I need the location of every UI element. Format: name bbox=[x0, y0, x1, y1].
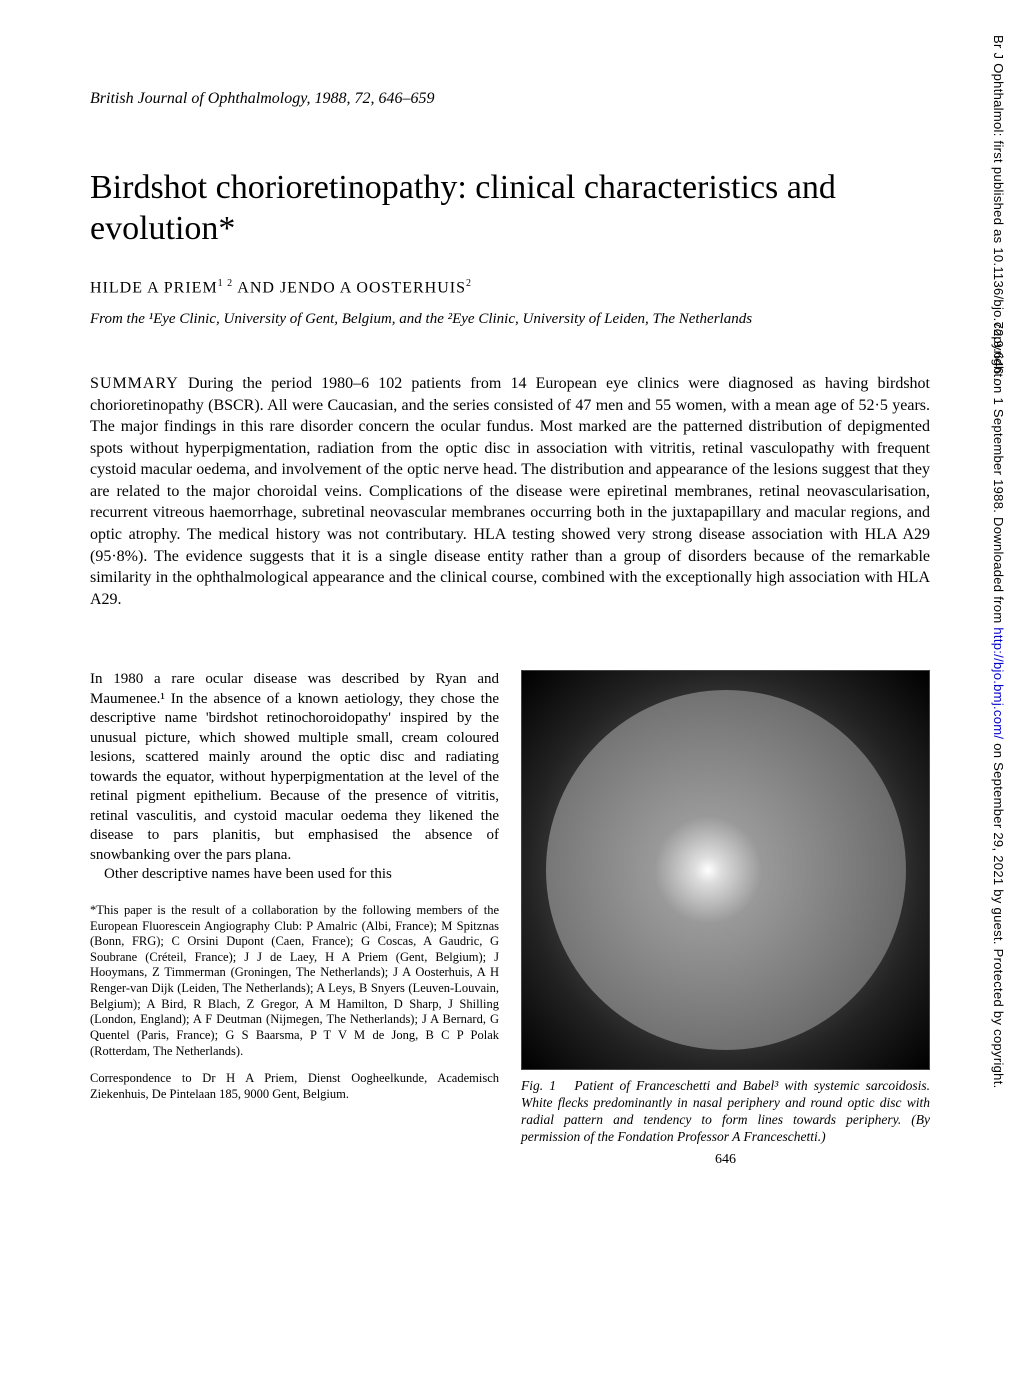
copyright-sidebar: Br J Ophthalmol: first published as 10.1… bbox=[986, 35, 1006, 1365]
body-paragraph-2: Other descriptive names have been used f… bbox=[90, 865, 499, 885]
affiliations: From the ¹Eye Clinic, University of Gent… bbox=[90, 311, 930, 328]
author-1-affil: 1 2 bbox=[218, 278, 234, 289]
authors-and: AND bbox=[233, 279, 280, 296]
figure-label: Fig. 1 bbox=[521, 1078, 556, 1093]
figure-caption-text: Patient of Franceschetti and Babel³ with… bbox=[521, 1078, 930, 1144]
author-2-affil: 2 bbox=[466, 278, 472, 289]
summary-label: SUMMARY bbox=[90, 375, 179, 392]
right-column: Fig. 1 Patient of Franceschetti and Babe… bbox=[521, 670, 930, 1168]
left-column: In 1980 a rare ocular disease was descri… bbox=[90, 670, 499, 1168]
author-2: JENDO A OOSTERHUIS bbox=[280, 279, 466, 296]
authors: HILDE A PRIEM1 2 AND JENDO A OOSTERHUIS2 bbox=[90, 278, 930, 297]
page-number: 646 bbox=[521, 1152, 930, 1168]
summary-text: During the period 1980–6 102 patients fr… bbox=[90, 375, 930, 608]
copyright-word: copyright. bbox=[991, 322, 1006, 381]
sidebar-link[interactable]: http://bjo.bmj.com/ bbox=[991, 627, 1006, 739]
sidebar-suffix: on September 29, 2021 by guest. Protecte… bbox=[991, 739, 1006, 1088]
journal-reference: British Journal of Ophthalmology, 1988, … bbox=[90, 90, 930, 108]
body-paragraph-1: In 1980 a rare ocular disease was descri… bbox=[90, 670, 499, 865]
summary: SUMMARY During the period 1980–6 102 pat… bbox=[90, 373, 930, 611]
collaboration-footnote: *This paper is the result of a collabora… bbox=[90, 903, 499, 1059]
correspondence: Correspondence to Dr H A Priem, Dienst O… bbox=[90, 1071, 499, 1102]
article-title: Birdshot chorioretinopathy: clinical cha… bbox=[90, 168, 930, 250]
fundus-photo-placeholder bbox=[546, 690, 906, 1050]
figure-1-image bbox=[521, 670, 930, 1070]
figure-1-caption: Fig. 1 Patient of Franceschetti and Babe… bbox=[521, 1078, 930, 1146]
author-1: HILDE A PRIEM bbox=[90, 279, 218, 296]
body-columns: In 1980 a rare ocular disease was descri… bbox=[90, 670, 930, 1168]
